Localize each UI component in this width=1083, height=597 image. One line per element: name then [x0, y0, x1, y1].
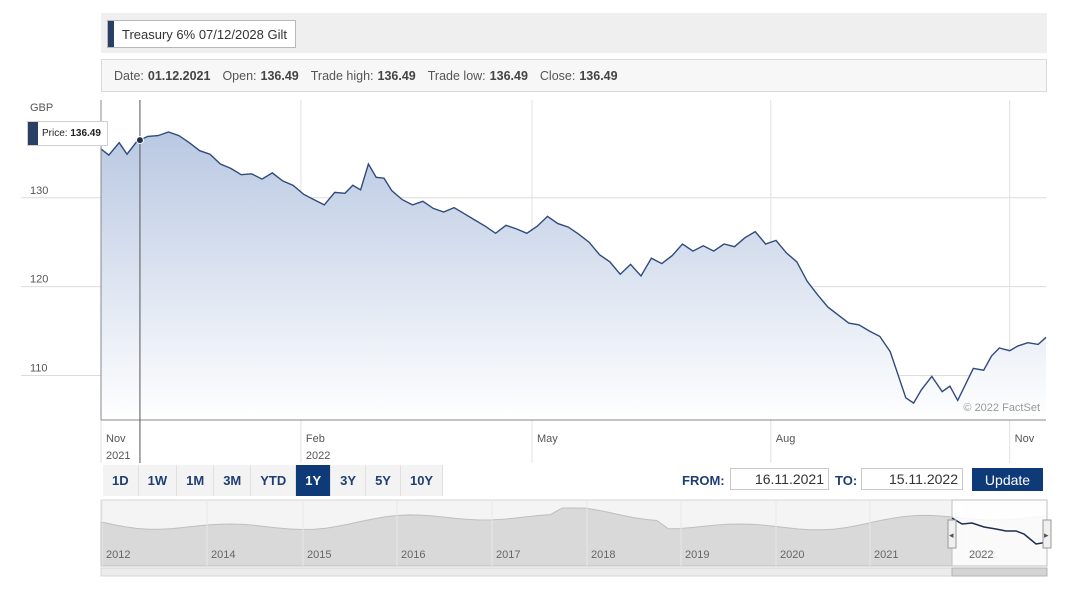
navigator-scrollbar-track	[100, 567, 1048, 577]
price-line	[100, 131, 1047, 405]
range-button-1m[interactable]: 1M	[177, 465, 215, 496]
to-label: TO:	[835, 472, 858, 488]
range-button-1y[interactable]: 1Y	[296, 465, 332, 496]
navigator-selection	[951, 499, 1048, 567]
title-accent	[108, 21, 114, 47]
navigator-right-handle[interactable]	[1042, 519, 1052, 549]
to-group: TO:	[835, 468, 857, 492]
instrument-title: Treasury 6% 07/12/2028 Gilt	[122, 26, 287, 42]
close-label: Close:	[539, 68, 576, 83]
y-tick-label: 130	[30, 185, 48, 197]
x-tick-label: Feb	[306, 433, 325, 445]
x-tick-label: May	[537, 433, 558, 445]
range-button-ytd[interactable]: YTD	[251, 465, 297, 496]
update-button[interactable]: Update	[972, 468, 1043, 491]
navigator-scrollbar-thumb[interactable]	[951, 567, 1048, 577]
x-tick-label: Nov	[106, 433, 126, 445]
navigator-year-label: 2020	[780, 549, 804, 561]
navigator-left-handle[interactable]	[947, 519, 957, 549]
range-button-1w[interactable]: 1W	[138, 465, 178, 496]
navigator-year-label: 2015	[307, 549, 331, 561]
chevron-right-icon: ▸	[1044, 531, 1049, 541]
x-tick-sublabel: 2022	[306, 450, 330, 462]
navigator-year-label: 2016	[401, 549, 425, 561]
instrument-header: Treasury 6% 07/12/2028 Gilt	[101, 13, 1047, 53]
y-tick-label: 110	[30, 363, 48, 375]
open-value: 136.49	[260, 68, 299, 83]
range-button-5y[interactable]: 5Y	[366, 465, 401, 496]
tooltip-value: 136.49	[70, 128, 101, 139]
x-tick-label: Nov	[1015, 433, 1035, 445]
navigator-area	[100, 507, 1048, 567]
instrument-title-box: Treasury 6% 07/12/2028 Gilt	[107, 20, 296, 48]
from-date-input[interactable]	[730, 468, 829, 490]
range-button-1d[interactable]: 1D	[103, 465, 139, 496]
price-area	[101, 132, 1046, 420]
x-tick-sublabel: 2021	[106, 450, 130, 462]
to-date-input[interactable]	[861, 468, 963, 490]
price-chart[interactable]: 110 120 130 GBP Nov 2021 Feb 2022 May Aug Nov	[0, 95, 1083, 465]
navigator-chart[interactable]: 2012 2014 2015 2016 2017 2018 2019 2020 2021 2022…	[0, 496, 1083, 581]
navigator-year-label: 2018	[591, 549, 615, 561]
y-tick-label: 120	[30, 274, 48, 286]
crosshair-dot	[135, 136, 144, 145]
high-value: 136.49	[377, 68, 416, 83]
range-button-10y[interactable]: 10Y	[400, 465, 444, 496]
open-label: Open:	[222, 68, 257, 83]
y-axis-label: GBP	[30, 102, 53, 114]
date-value: 01.12.2021	[147, 68, 211, 83]
price-tooltip: Price: 136.49	[27, 121, 108, 146]
navigator-selected-line	[951, 517, 1048, 545]
close-value: 136.49	[579, 68, 618, 83]
navigator-year-label: 2014	[211, 549, 235, 561]
date-label: Date:	[114, 68, 144, 83]
low-label: Trade low:	[427, 68, 486, 83]
chevron-left-icon: ◂	[949, 531, 954, 541]
navigator-year-label: 2012	[106, 549, 130, 561]
from-label: FROM:	[682, 472, 725, 488]
ohlc-info-bar: Date: 01.12.2021 Open: 136.49 Trade high…	[101, 59, 1047, 92]
range-button-3m[interactable]: 3M	[214, 465, 252, 496]
high-label: Trade high:	[310, 68, 374, 83]
navigator-year-label: 2019	[685, 549, 709, 561]
x-tick-label: Aug	[776, 433, 796, 445]
low-value: 136.49	[489, 68, 528, 83]
range-button-3y[interactable]: 3Y	[331, 465, 367, 496]
tooltip-label: Price:	[42, 128, 68, 139]
range-button-group: 1D 1W 1M 3M YTD 1Y 3Y 5Y 10Y	[103, 465, 444, 496]
factset-watermark: © 2022 FactSet	[963, 402, 1040, 414]
navigator-year-label: 2021	[874, 549, 898, 561]
navigator-year-label: 2017	[496, 549, 520, 561]
navigator-selected-year: 2022	[969, 549, 993, 561]
from-group: FROM:	[682, 468, 725, 492]
tooltip-accent	[28, 122, 38, 145]
